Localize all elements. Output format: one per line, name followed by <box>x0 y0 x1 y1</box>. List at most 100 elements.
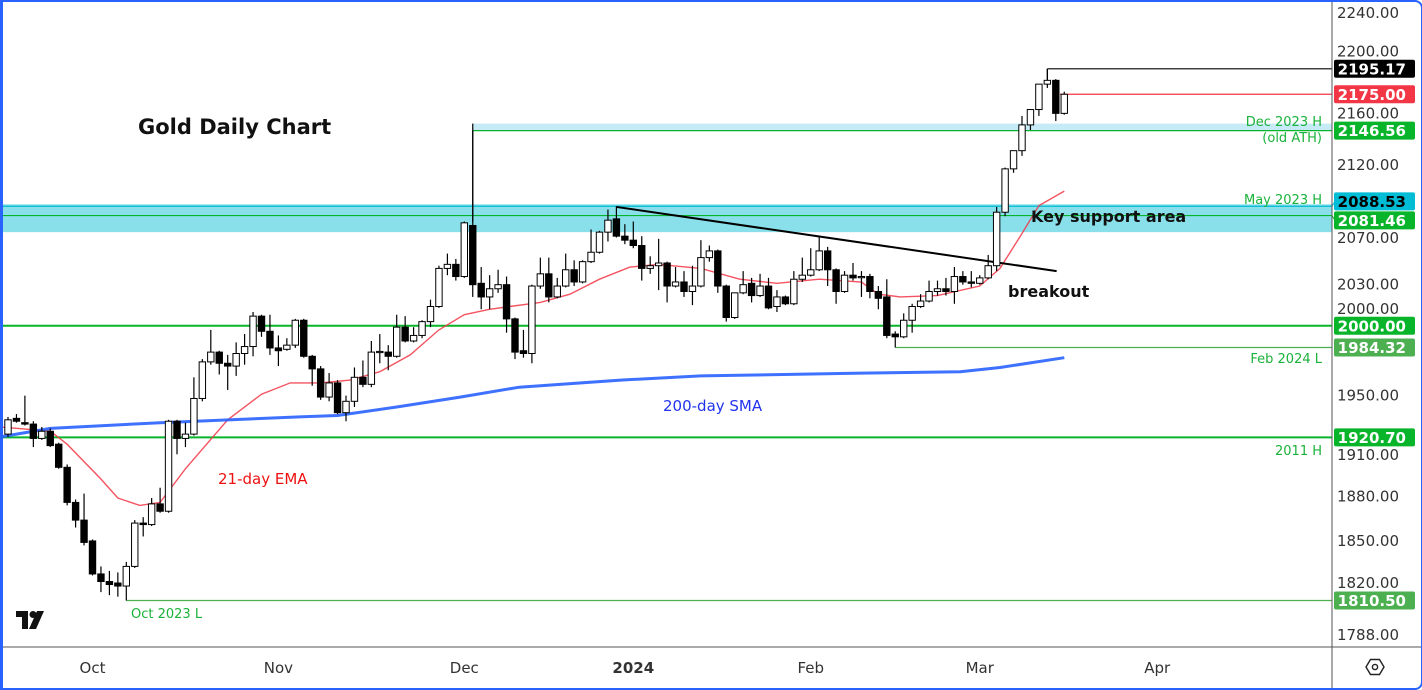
time-tick-label: Nov <box>264 659 293 677</box>
candle <box>866 273 874 299</box>
candle-body <box>545 273 553 298</box>
candle-body <box>55 443 63 468</box>
candle <box>578 260 587 284</box>
candle-body <box>798 274 806 280</box>
candle <box>350 367 359 407</box>
candle <box>224 354 232 390</box>
candle-body <box>984 265 992 279</box>
zone-band <box>0 204 1332 233</box>
candle <box>807 248 815 277</box>
price-badge <box>1334 121 1415 140</box>
candle <box>528 284 536 364</box>
candle-body <box>1043 79 1052 85</box>
candle <box>4 416 12 437</box>
candle <box>333 380 342 415</box>
candle <box>857 271 866 297</box>
candle-body <box>46 430 54 447</box>
candle-body <box>992 211 1001 267</box>
candle-body <box>114 582 122 587</box>
price-badge <box>1334 211 1415 230</box>
candle <box>933 280 942 296</box>
candle-body <box>21 422 29 425</box>
time-tick-label: Feb <box>797 659 824 677</box>
candle <box>316 366 325 400</box>
candle <box>840 271 849 293</box>
candle-body <box>283 344 291 350</box>
candle-body <box>316 368 325 398</box>
candle <box>908 303 916 333</box>
candle-body <box>587 251 595 263</box>
price-badge-text: 2081.46 <box>1338 212 1406 230</box>
candle <box>156 487 164 513</box>
candle <box>722 284 730 322</box>
price-tick-label: 2240.00 <box>1337 4 1399 22</box>
candle <box>621 224 629 245</box>
candle-body <box>604 219 612 233</box>
candle-body <box>1035 83 1043 111</box>
candle-body <box>883 296 891 336</box>
candle <box>764 277 773 310</box>
candle <box>97 566 105 593</box>
candle <box>925 280 933 303</box>
price-tick-label: 2030.00 <box>1337 276 1399 294</box>
price-badge-text: 1984.32 <box>1338 339 1406 357</box>
plot-area[interactable] <box>0 68 1332 602</box>
trendline[interactable] <box>616 205 1057 273</box>
candle <box>240 334 249 365</box>
candle-body <box>274 347 283 352</box>
candle-body <box>156 503 164 512</box>
candle-body <box>528 285 536 355</box>
candle <box>164 419 173 513</box>
candle-body <box>266 330 274 349</box>
price-axis[interactable]: 2240.00 2200.00 2160.00 2120.00 2070.00 2030.… <box>1331 4 1415 644</box>
candle <box>232 342 240 376</box>
zone-band <box>472 123 1332 131</box>
candle <box>494 269 502 293</box>
candle <box>705 245 714 262</box>
candle <box>916 294 925 308</box>
candle <box>367 340 376 388</box>
candle <box>553 277 561 299</box>
candle <box>342 395 350 422</box>
candle-body <box>105 580 114 586</box>
candle-body <box>122 565 130 587</box>
candle-body <box>950 276 959 292</box>
candle-body <box>502 284 511 320</box>
candle <box>900 313 908 339</box>
price-badge <box>1334 338 1415 357</box>
candle-body <box>401 326 409 342</box>
candle <box>823 246 832 287</box>
may-high-label: May 2023 H <box>1244 193 1322 208</box>
candle <box>393 314 401 358</box>
candle <box>849 263 857 281</box>
candle <box>1060 91 1068 115</box>
candle-body <box>173 420 181 439</box>
candle <box>147 497 156 527</box>
candle-body <box>781 296 790 305</box>
candle <box>359 360 367 388</box>
candle-body <box>215 351 223 364</box>
candle <box>714 249 722 293</box>
settings-hexagon-icon[interactable] <box>1365 658 1385 676</box>
price-badge-text: 1920.70 <box>1338 429 1406 447</box>
candle <box>1052 79 1060 122</box>
time-axis[interactable]: Oct Nov Dec 2024 Feb Mar Apr <box>80 659 1171 677</box>
candle-body <box>1026 109 1035 126</box>
candle <box>680 271 688 297</box>
candle <box>257 314 266 337</box>
candle <box>452 258 460 281</box>
price-tick-label: 2000.00 <box>1337 300 1399 318</box>
candle-body <box>393 326 401 357</box>
candle-body <box>933 288 942 292</box>
candle-body <box>63 466 71 503</box>
candle <box>798 257 806 282</box>
candle-body <box>190 397 198 435</box>
tradingview-logo[interactable] <box>16 611 44 629</box>
candle <box>71 499 80 528</box>
price-badge-text: 2195.17 <box>1338 60 1406 78</box>
sma-label: 200-day SMA <box>663 397 763 415</box>
candle-body <box>866 276 874 292</box>
candle-body <box>38 430 46 439</box>
candle <box>291 318 300 348</box>
candle-body <box>435 267 443 308</box>
